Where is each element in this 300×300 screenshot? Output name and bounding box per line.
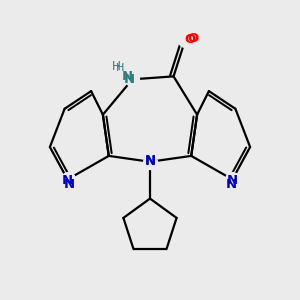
Text: N: N (62, 174, 73, 188)
Text: N: N (124, 73, 135, 86)
Text: N: N (225, 178, 236, 191)
Text: N: N (227, 174, 238, 188)
Text: O: O (187, 32, 198, 45)
Text: H: H (116, 63, 124, 73)
Text: H: H (112, 61, 121, 74)
Text: N: N (144, 154, 156, 167)
Text: O: O (184, 33, 195, 46)
Text: N: N (64, 178, 75, 191)
Text: N: N (144, 155, 156, 168)
Text: N: N (122, 70, 133, 83)
